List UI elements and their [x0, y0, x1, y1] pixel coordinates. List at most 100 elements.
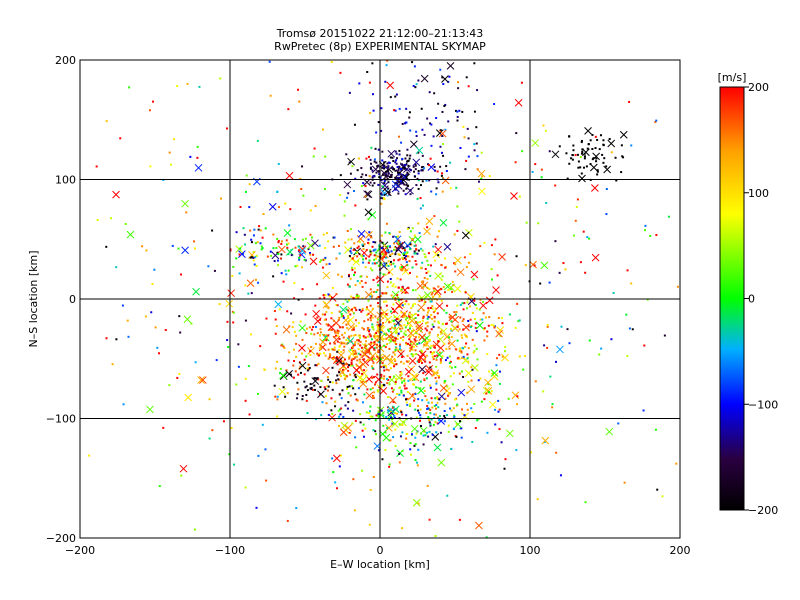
- scatter-point: [348, 320, 351, 323]
- scatter-point: [196, 145, 199, 148]
- scatter-point: [362, 261, 365, 264]
- scatter-point: [442, 83, 445, 86]
- scatter-point: [426, 431, 429, 434]
- scatter-point: [588, 339, 591, 342]
- scatter-point: [483, 398, 486, 401]
- scatter-point: [582, 230, 585, 233]
- scatter-point: [430, 123, 433, 126]
- scatter-point: [286, 392, 289, 395]
- scatter-point: [564, 268, 567, 271]
- scatter-point: [324, 354, 327, 357]
- scatter-point: [309, 209, 312, 212]
- scatter-point: [514, 161, 517, 164]
- scatter-point: [395, 159, 398, 162]
- scatter-point: [376, 389, 379, 392]
- scatter-point: [250, 292, 253, 295]
- scatter-point: [454, 263, 457, 266]
- scatter-point: [473, 62, 476, 65]
- scatter-point: [127, 335, 130, 338]
- scatter-point: [594, 135, 597, 138]
- scatter-point: [432, 344, 435, 347]
- scatter-point: [252, 234, 255, 237]
- scatter-point: [467, 137, 470, 140]
- scatter-point: [646, 298, 649, 301]
- scatter-point-x: [415, 325, 424, 334]
- scatter-point: [254, 255, 257, 258]
- scatter-point: [272, 233, 275, 236]
- scatter-point: [256, 241, 259, 244]
- scatter-point: [444, 380, 447, 383]
- scatter-point-x: [410, 424, 419, 433]
- scatter-point: [602, 143, 605, 146]
- scatter-point: [295, 507, 298, 510]
- scatter-point: [365, 411, 368, 414]
- scatter-point-x: [335, 356, 343, 365]
- scatter-point: [331, 328, 334, 331]
- scatter-point: [376, 326, 379, 329]
- scatter-point: [435, 365, 438, 368]
- scatter-point: [429, 306, 432, 309]
- colorbar-unit-label: [m/s]: [718, 71, 747, 84]
- scatter-point: [448, 355, 451, 358]
- scatter-point: [483, 339, 486, 342]
- scatter-point: [347, 401, 350, 404]
- scatter-point: [343, 378, 346, 381]
- scatter-point: [534, 163, 537, 166]
- scatter-point: [453, 414, 456, 417]
- scatter-point-x: [505, 429, 514, 438]
- scatter-point: [398, 258, 401, 261]
- scatter-point: [602, 139, 605, 142]
- scatter-point: [337, 332, 340, 335]
- scatter-point: [533, 264, 536, 267]
- scatter-point: [447, 424, 450, 427]
- scatter-point-x: [415, 322, 424, 331]
- scatter-point: [275, 246, 278, 249]
- scatter-point-x: [410, 339, 418, 348]
- scatter-point: [407, 375, 410, 378]
- scatter-point: [444, 397, 447, 400]
- scatter-point: [356, 251, 359, 254]
- scatter-point-x: [461, 231, 470, 240]
- scatter-point: [413, 170, 416, 173]
- scatter-point: [343, 342, 346, 345]
- scatter-point: [391, 307, 394, 310]
- scatter-point: [446, 356, 449, 359]
- scatter-point: [462, 375, 465, 378]
- scatter-point-x: [246, 279, 255, 288]
- scatter-point: [287, 108, 290, 111]
- scatter-point: [435, 404, 438, 407]
- scatter-point: [354, 373, 357, 376]
- scatter-point: [301, 352, 304, 355]
- scatter-point: [428, 419, 431, 422]
- scatter-point: [381, 159, 384, 162]
- scatter-point: [426, 404, 429, 407]
- scatter-point: [435, 380, 438, 383]
- scatter-point: [426, 117, 429, 120]
- scatter-point: [414, 339, 417, 342]
- scatter-point: [312, 155, 315, 158]
- scatter-point: [440, 299, 443, 302]
- scatter-point: [548, 281, 551, 284]
- scatter-point: [433, 351, 436, 354]
- scatter-point: [385, 358, 388, 361]
- scatter-point: [449, 161, 452, 164]
- scatter-point: [427, 263, 430, 266]
- scatter-point: [111, 363, 114, 366]
- scatter-point: [408, 111, 411, 114]
- scatter-point: [421, 154, 424, 157]
- scatter-point: [405, 387, 408, 390]
- scatter-point: [579, 166, 582, 169]
- scatter-point: [439, 361, 442, 364]
- scatter-point: [358, 282, 361, 285]
- scatter-point: [346, 300, 349, 303]
- scatter-point: [587, 143, 590, 146]
- scatter-point: [268, 60, 271, 63]
- scatter-point-x: [298, 245, 307, 254]
- scatter-point-x: [278, 245, 286, 254]
- scatter-point-x: [411, 373, 420, 382]
- scatter-point-x: [420, 281, 429, 290]
- scatter-point: [477, 180, 480, 183]
- scatter-point: [371, 326, 374, 329]
- scatter-point: [368, 242, 371, 245]
- scatter-point-x: [443, 242, 452, 251]
